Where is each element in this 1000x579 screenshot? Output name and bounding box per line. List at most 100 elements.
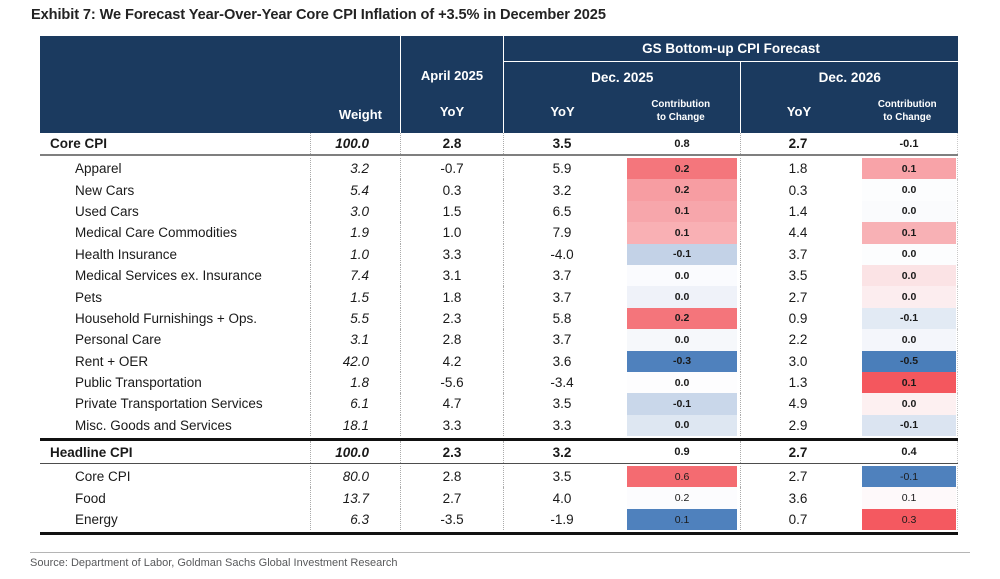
- dec26-yoy-cell: 3.5: [740, 264, 855, 287]
- dec26-contribution-cell: -0.1: [855, 133, 958, 154]
- dec25-contribution-cell: 0.0: [620, 264, 740, 287]
- source-divider: [30, 552, 970, 553]
- dec26-contribution-cell: 0.4: [855, 441, 958, 464]
- row-label: Personal Care: [75, 332, 162, 348]
- april-yoy-cell: -0.7: [400, 158, 503, 180]
- table-row: Household Furnishings + Ops. 5.5 2.3 5.8…: [40, 307, 958, 330]
- dec25-yoy-cell: 3.5: [503, 133, 620, 154]
- row-label: Household Furnishings + Ops.: [75, 310, 257, 326]
- dec26-contribution-cell: 0.0: [855, 329, 958, 351]
- dec26-contribution-cell: 0.0: [855, 286, 958, 308]
- dec26-contribution-cell: 0.0: [855, 179, 958, 201]
- dec26-contribution-cell: -0.5: [855, 350, 958, 372]
- april-yoy-cell: 4.7: [400, 393, 503, 415]
- dec26-contribution-cell: 0.3: [855, 508, 958, 531]
- dec26-yoy-cell: 2.7: [740, 441, 855, 464]
- dec25-contribution-cell: 0.1: [620, 222, 740, 244]
- dec25-contribution-cell: 0.0: [620, 286, 740, 308]
- dec26-contribution-cell: 0.0: [855, 243, 958, 265]
- weight-cell: 3.2: [310, 158, 400, 180]
- april-yoy-cell: 2.8: [400, 329, 503, 351]
- weight-cell: 5.4: [310, 179, 400, 201]
- weight-cell: 18.1: [310, 414, 400, 437]
- weight-cell: 1.5: [310, 286, 400, 308]
- dec25-yoy-cell: 5.8: [503, 307, 620, 330]
- dec26-contribution-cell: 0.0: [855, 200, 958, 223]
- dec25-yoy-cell: 3.7: [503, 329, 620, 351]
- table-row: Pets 1.5 1.8 3.7 0.0 2.7 0.0: [40, 286, 958, 308]
- dec26-yoy-cell: 2.2: [740, 329, 855, 351]
- dec25-yoy-cell: -4.0: [503, 243, 620, 265]
- dec25-contribution-cell: 0.6: [620, 466, 740, 488]
- dec26-yoy-cell: 1.8: [740, 158, 855, 180]
- weight-cell: 1.9: [310, 222, 400, 244]
- april-yoy-cell: 2.7: [400, 487, 503, 509]
- dec25-contribution-cell: 0.0: [620, 371, 740, 394]
- dec26-yoy-cell: 0.3: [740, 179, 855, 201]
- row-label: Food: [75, 490, 106, 506]
- dec25-contribution-cell: -0.1: [620, 243, 740, 265]
- april-2025-label: April 2025: [420, 68, 484, 83]
- dec25-yoy-cell: 3.2: [503, 441, 620, 464]
- row-label: New Cars: [75, 182, 135, 198]
- weight-cell: 1.8: [310, 371, 400, 394]
- april-yoy-cell: 3.3: [400, 414, 503, 437]
- dec25-yoy-cell: 3.3: [503, 414, 620, 437]
- dec25-contribution-cell: 0.2: [620, 487, 740, 509]
- table-row: Misc. Goods and Services 18.1 3.3 3.3 0.…: [40, 414, 958, 437]
- weight-cell: 6.3: [310, 508, 400, 531]
- table-row: Apparel 3.2 -0.7 5.9 0.2 1.8 0.1: [40, 158, 958, 180]
- dec25-contribution-cell: -0.3: [620, 350, 740, 372]
- dec25-yoy-cell: 3.2: [503, 179, 620, 201]
- table-row: Public Transportation 1.8 -5.6 -3.4 0.0 …: [40, 371, 958, 394]
- dec25-contribution-cell: 0.1: [620, 200, 740, 223]
- april-yoy-cell: 1.0: [400, 222, 503, 244]
- dec26-yoy-cell: 4.4: [740, 222, 855, 244]
- dec26-contribution-cell: -0.1: [855, 466, 958, 488]
- weight-cell: 100.0: [310, 133, 400, 154]
- row-label: Pets: [75, 289, 103, 305]
- table-row: Personal Care 3.1 2.8 3.7 0.0 2.2 0.0: [40, 329, 958, 351]
- april-yoy-label: YoY: [439, 103, 465, 119]
- weight-cell: 7.4: [310, 264, 400, 287]
- dec26-yoy-cell: 2.7: [740, 466, 855, 488]
- dec-2026-header: Dec. 2026 YoY Contribution to Change: [740, 62, 958, 133]
- dec25-contribution-cell: 0.0: [620, 329, 740, 351]
- table-row: Food 13.7 2.7 4.0 0.2 3.6 0.1: [40, 487, 958, 509]
- april-yoy-cell: 3.1: [400, 264, 503, 287]
- april-yoy-cell: 1.5: [400, 200, 503, 223]
- april-yoy-cell: 2.3: [400, 307, 503, 330]
- table-row: Medical Care Commodities 1.9 1.0 7.9 0.1…: [40, 222, 958, 244]
- gs-forecast-title: GS Bottom-up CPI Forecast: [504, 36, 958, 62]
- gs-forecast-header: GS Bottom-up CPI Forecast Dec. 2025 YoY …: [503, 36, 958, 133]
- dec25-yoy-cell: 7.9: [503, 222, 620, 244]
- dec25-contribution-cell: 0.9: [674, 446, 690, 459]
- dec26-yoy-cell: 1.3: [740, 371, 855, 394]
- dec25-contribution-cell: 0.0: [620, 414, 740, 437]
- dec26-yoy-cell: 2.9: [740, 414, 855, 437]
- dec26-yoy-cell: 2.7: [740, 133, 855, 154]
- dec26-yoy-cell: 3.0: [740, 350, 855, 372]
- april-yoy-cell: 4.2: [400, 350, 503, 372]
- table-row: New Cars 5.4 0.3 3.2 0.2 0.3 0.0: [40, 179, 958, 201]
- table-row: Medical Services ex. Insurance 7.4 3.1 3…: [40, 264, 958, 287]
- table-row: Core CPI 80.0 2.8 3.5 0.6 2.7 -0.1: [40, 466, 958, 488]
- dec26-yoy-cell: 0.9: [740, 307, 855, 330]
- row-label: Core CPI: [75, 469, 131, 485]
- dec26-yoy-cell: 0.7: [740, 508, 855, 531]
- cpi-table: Weight April 2025 YoY GS Bottom-up CPI F…: [40, 36, 958, 536]
- dec26-contribution-cell: -0.1: [855, 307, 958, 330]
- row-label: Public Transportation: [75, 375, 202, 391]
- dec25-yoy-cell: -1.9: [503, 508, 620, 531]
- dec25-contribution-cell: 0.2: [620, 158, 740, 180]
- weight-cell: 80.0: [310, 466, 400, 488]
- dec25-contribution-cell: 0.8: [674, 137, 690, 150]
- april-yoy-cell: 2.8: [400, 466, 503, 488]
- dec25-yoy-cell: 3.7: [503, 264, 620, 287]
- dec25-contribution-label: Contribution to Change: [651, 98, 711, 123]
- row-label: Energy: [75, 512, 118, 528]
- row-label: Apparel: [75, 161, 122, 177]
- row-label: Rent + OER: [75, 353, 149, 369]
- weight-cell: 5.5: [310, 307, 400, 330]
- dec25-yoy-cell: 3.6: [503, 350, 620, 372]
